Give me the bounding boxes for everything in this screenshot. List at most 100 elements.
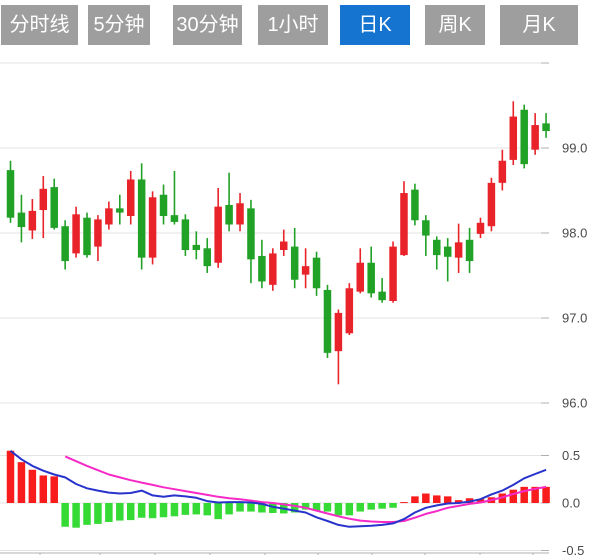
macd-histogram-series: [6, 450, 550, 528]
gridlines: [0, 62, 549, 551]
macd-bar-negative: [61, 503, 69, 527]
candle-body-down: [422, 220, 430, 236]
candle-body-down: [83, 217, 91, 256]
macd-bar-negative: [126, 503, 135, 521]
candle-body-down: [181, 219, 190, 250]
macd-bar-positive: [520, 486, 528, 503]
candle-body-down: [465, 239, 474, 262]
candle-body-up: [280, 241, 288, 250]
macd-bar-negative: [159, 503, 168, 518]
macd-bar-negative: [356, 503, 365, 512]
macd-bar-positive: [531, 486, 539, 503]
price-axis-label: 96.0: [562, 396, 587, 411]
macd-bar-positive: [50, 476, 58, 503]
macd-bar-positive: [422, 493, 430, 503]
macd-axis-label: -0.5: [562, 543, 584, 555]
tab-timeline[interactable]: 分时线: [1, 5, 78, 45]
candle-body-up: [389, 246, 397, 301]
macd-bar-negative: [225, 503, 233, 515]
macd-bar-positive: [28, 469, 37, 503]
macd-bar-positive: [6, 450, 15, 503]
macd-bar-positive: [443, 496, 452, 503]
macd-bar-negative: [367, 503, 375, 510]
macd-bar-positive: [39, 475, 48, 503]
macd-bar-negative: [345, 503, 354, 516]
candle-body-down: [367, 262, 375, 294]
candle-body-down: [542, 123, 550, 131]
candle-body-up: [148, 197, 157, 258]
candle-body-up: [498, 160, 507, 183]
macd-bar-negative: [105, 503, 113, 522]
tab-5min[interactable]: 5分钟: [88, 5, 150, 45]
macd-bar-negative: [247, 503, 255, 512]
macd-bar-negative: [301, 503, 310, 510]
candle-body-down: [159, 194, 168, 216]
price-axis-label: 99.0: [562, 141, 587, 156]
candle-body-up: [301, 266, 310, 275]
macd-bar-positive: [17, 462, 26, 503]
tab-daily-k-active[interactable]: 日K: [340, 5, 410, 45]
candle-body-up: [28, 210, 37, 231]
candle-body-up: [454, 242, 463, 258]
macd-bar-negative: [389, 503, 397, 508]
candle-body-down: [520, 109, 528, 165]
macd-bar-negative: [137, 503, 146, 518]
macd-bar-negative: [312, 503, 321, 511]
candle-body-down: [61, 226, 69, 262]
candle-body-up: [94, 219, 102, 247]
dea-line: [64, 455, 547, 523]
candle-body-up: [269, 253, 277, 285]
candle-body-down: [170, 215, 179, 222]
macd-bar-positive: [542, 486, 550, 503]
macd-bar-positive: [411, 496, 419, 503]
macd-bar-negative: [148, 503, 157, 519]
macd-bar-negative: [290, 503, 299, 513]
tab-1hour[interactable]: 1小时: [258, 5, 328, 45]
candle-body-down: [6, 170, 15, 218]
macd-axis-label: 0.5: [562, 448, 580, 463]
candle-body-up: [72, 214, 80, 254]
candle-body-down: [433, 239, 441, 256]
macd-axis-label: 0.0: [562, 496, 580, 511]
candle-body-up: [334, 312, 343, 352]
candle-body-up: [509, 116, 518, 160]
candle-body-up: [476, 222, 485, 234]
candle-body-up: [400, 193, 408, 256]
candle-body-up: [126, 179, 135, 216]
candle-body-down: [323, 289, 332, 353]
macd-bar-negative: [192, 503, 201, 515]
macd-bar-negative: [214, 503, 222, 520]
macd-bar-negative: [72, 503, 80, 528]
macd-bar-positive: [400, 502, 408, 504]
macd-bar-negative: [323, 503, 332, 512]
candle-body-down: [290, 246, 299, 280]
tab-monthly-k[interactable]: 月K: [500, 5, 578, 45]
price-axis-label: 98.0: [562, 226, 587, 241]
candle-body-down: [17, 212, 26, 228]
candle-body-up: [236, 203, 244, 225]
candle-body-down: [258, 255, 266, 282]
candle-body-down: [50, 187, 58, 228]
macd-bar-negative: [83, 503, 91, 525]
dif-line: [9, 450, 547, 528]
price-axis-label: 97.0: [562, 311, 587, 326]
macd-bar-negative: [236, 503, 244, 512]
macd-bar-negative: [170, 503, 179, 517]
candle-body-up: [214, 206, 222, 263]
macd-bar-negative: [378, 503, 386, 509]
tab-weekly-k[interactable]: 周K: [425, 5, 485, 45]
candle-body-down: [137, 179, 146, 258]
axes-and-ticks: [0, 62, 549, 555]
macd-bar-positive: [454, 500, 463, 503]
candle-body-down: [225, 204, 233, 225]
macd-bar-negative: [116, 503, 124, 521]
candle-body-down: [203, 248, 211, 267]
macd-lines: [9, 450, 547, 528]
macd-bar-negative: [334, 503, 343, 516]
macd-bar-positive: [476, 499, 485, 503]
candle-body-down: [312, 257, 321, 289]
tab-30min[interactable]: 30分钟: [173, 5, 242, 45]
candle-body-down: [411, 189, 419, 221]
candle-body-up: [105, 208, 113, 225]
